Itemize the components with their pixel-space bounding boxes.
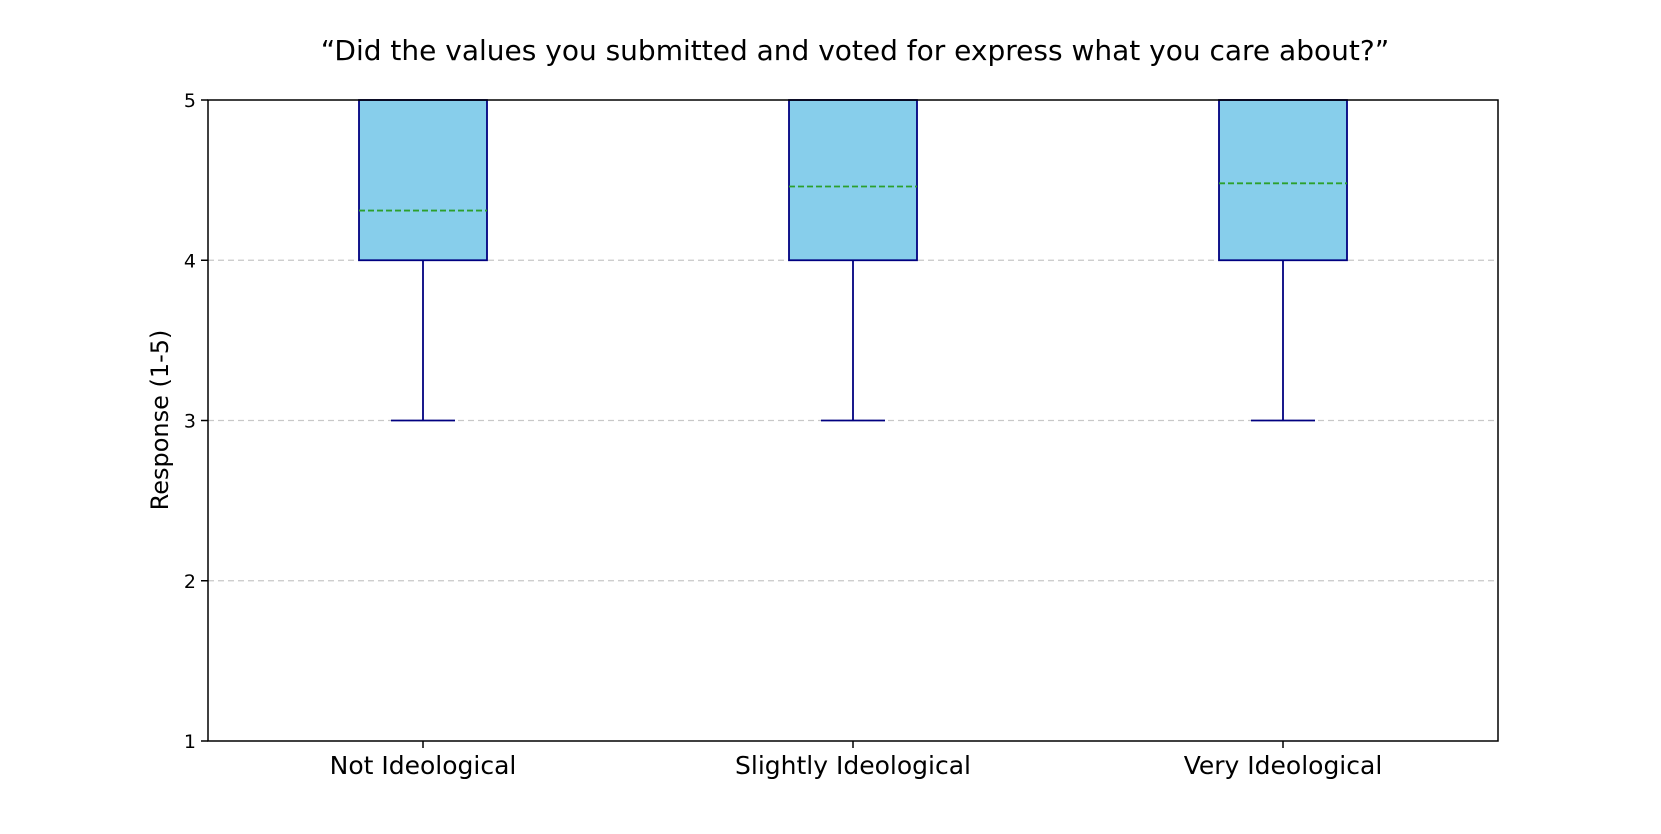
y-tick-label: 2 (184, 571, 196, 593)
interquartile-box (788, 99, 918, 262)
box-group (788, 99, 918, 422)
x-axis-ticks: Not Ideological Slightly Ideological Very … (330, 741, 1383, 780)
y-axis-ticks: 1 2 3 4 5 (184, 90, 208, 753)
y-tick-label: 4 (184, 250, 196, 272)
interquartile-box (1218, 99, 1348, 262)
box-group (358, 99, 488, 422)
x-tick-label: Slightly Ideological (735, 751, 971, 780)
y-axis-label: Response (1-5) (146, 330, 174, 511)
interquartile-box (358, 99, 488, 262)
y-tick-label: 5 (184, 90, 196, 112)
chart-title: “Did the values you submitted and voted … (321, 34, 1389, 67)
x-tick-label: Not Ideological (330, 751, 517, 780)
y-tick-label: 1 (184, 731, 196, 753)
x-tick-label: Very Ideological (1184, 751, 1383, 780)
y-tick-label: 3 (184, 411, 196, 433)
box-group (1218, 99, 1348, 422)
